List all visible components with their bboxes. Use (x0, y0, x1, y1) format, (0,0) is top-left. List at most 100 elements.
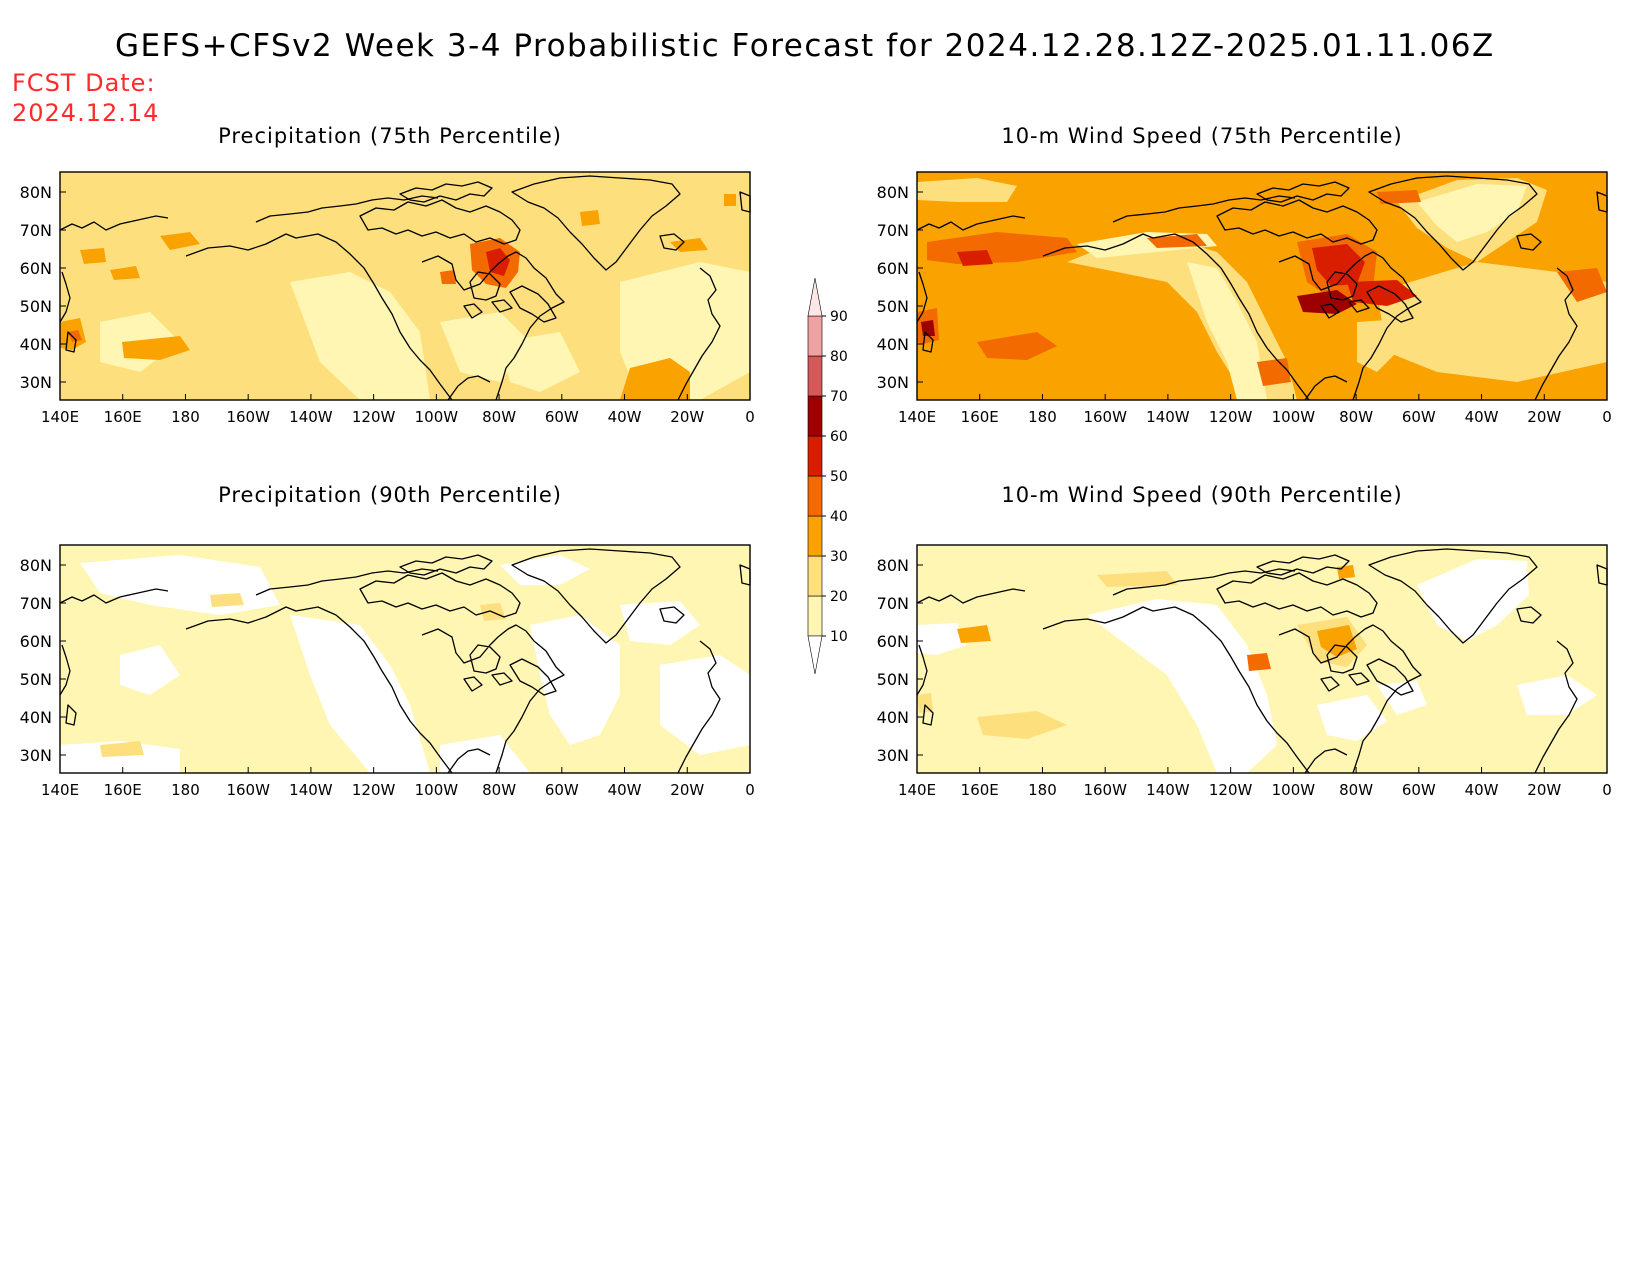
lon-tick-label: 80W (1339, 408, 1373, 426)
forecast-date-label: FCST Date: (12, 69, 156, 97)
lat-tick-label: 50N (877, 297, 909, 316)
lon-tick-label: 140W (289, 781, 333, 799)
colorbar-label: 50 (830, 469, 848, 485)
contour-region (1377, 190, 1421, 204)
lon-tick-label: 140E (41, 408, 79, 426)
contour-region (210, 593, 244, 607)
lon-tick-label: 140E (898, 408, 936, 426)
axes-layer: 80N 70N 60N 50N 40N 30N 140E 160E 180 160W 140W 120… (20, 183, 1612, 799)
lat-tick-label: 50N (877, 670, 909, 689)
contour-region (500, 555, 590, 585)
colorbar-top-triangle (807, 277, 823, 317)
lon-tick-label: 60W (545, 781, 579, 799)
colorbar-label: 90 (830, 309, 848, 325)
lon-tick-label: 20W (670, 408, 704, 426)
contour-region (1087, 599, 1277, 773)
lon-tick-label: 80W (482, 781, 516, 799)
contour-region (1317, 695, 1387, 741)
contour-region (917, 178, 1017, 202)
lon-tick-label: 120W (352, 781, 396, 799)
colorbar-swatch (807, 555, 823, 597)
lon-tick-label: 0 (1602, 408, 1612, 426)
contour-region (977, 711, 1067, 739)
contour-region (100, 741, 144, 757)
lon-tick-label: 160W (1083, 781, 1127, 799)
lon-tick-label: 180 (171, 408, 200, 426)
lat-tick-label: 80N (20, 556, 52, 575)
lat-tick-label: 50N (20, 670, 52, 689)
lat-tick-label: 60N (877, 632, 909, 651)
contour-region (660, 655, 750, 755)
contour-region (620, 358, 690, 400)
lon-tick-label: 40W (1465, 781, 1499, 799)
contour-region (290, 615, 430, 773)
contour-region (1417, 559, 1529, 641)
lon-tick-label: 60W (1402, 408, 1436, 426)
contour-region (1297, 290, 1357, 314)
lon-tick-label: 160E (104, 408, 142, 426)
contour-region (724, 194, 736, 206)
lon-tick-label: 20W (1527, 408, 1561, 426)
lat-tick-label: 30N (20, 746, 52, 765)
lat-tick-label: 60N (20, 632, 52, 651)
lon-tick-label: 0 (1602, 781, 1612, 799)
lon-tick-label: 160W (226, 408, 270, 426)
lon-tick-label: 120W (352, 408, 396, 426)
panel-title-wind-90: 10-m Wind Speed (90th Percentile) (1001, 483, 1403, 507)
forecast-date-value: 2024.12.14 (12, 99, 160, 127)
lon-tick-label: 120W (1209, 781, 1253, 799)
contour-region (160, 232, 200, 250)
lon-tick-label: 140E (898, 781, 936, 799)
lat-tick-label: 30N (20, 373, 52, 392)
lon-tick-label: 180 (171, 781, 200, 799)
lat-tick-label: 40N (20, 708, 52, 727)
contour-region (670, 238, 708, 252)
lon-tick-label: 40W (608, 781, 642, 799)
contour-region (1557, 268, 1607, 302)
lon-tick-label: 40W (608, 408, 642, 426)
colorbar-swatch (807, 315, 823, 357)
lat-tick-label: 40N (20, 335, 52, 354)
lon-tick-label: 100W (415, 781, 459, 799)
colorbar-swatch (807, 355, 823, 397)
lat-tick-label: 40N (877, 335, 909, 354)
lat-tick-label: 30N (877, 746, 909, 765)
contour-region (60, 741, 180, 773)
panel-precip-75 (59, 171, 751, 401)
lon-tick-label: 20W (670, 781, 704, 799)
contour-region (1257, 358, 1291, 386)
panel-wind-75 (916, 171, 1608, 401)
contour-region (68, 330, 82, 342)
lat-tick-label: 60N (20, 259, 52, 278)
contour-region (957, 250, 993, 266)
colorbar-swatch (807, 435, 823, 477)
lon-tick-label: 180 (1028, 408, 1057, 426)
lat-tick-label: 70N (20, 221, 52, 240)
contour-region (977, 332, 1057, 360)
lat-tick-label: 70N (877, 594, 909, 613)
panel-title-precip-75: Precipitation (75th Percentile) (218, 124, 562, 148)
contour-region (290, 272, 430, 400)
lon-tick-label: 140W (289, 408, 333, 426)
lat-tick-label: 70N (20, 594, 52, 613)
lon-tick-label: 160E (961, 408, 999, 426)
lon-tick-label: 140W (1146, 408, 1190, 426)
contour-region (440, 270, 456, 284)
contour-region (917, 623, 967, 655)
contour-region (1377, 681, 1427, 715)
contour-region (1187, 262, 1267, 400)
colorbar-label: 10 (830, 629, 848, 645)
contour-region (1417, 184, 1527, 242)
colorbar-swatch (807, 595, 823, 637)
panel-precip-90 (59, 544, 751, 774)
colorbar-label: 60 (830, 429, 848, 445)
lon-tick-label: 100W (1272, 408, 1316, 426)
lon-tick-label: 160W (1083, 408, 1127, 426)
contour-region (1347, 280, 1417, 306)
lat-tick-label: 70N (877, 221, 909, 240)
lat-tick-label: 30N (877, 373, 909, 392)
contour-region (1097, 571, 1177, 587)
contour-region (1247, 653, 1271, 671)
lon-tick-label: 160E (104, 781, 142, 799)
lat-tick-label: 80N (20, 183, 52, 202)
